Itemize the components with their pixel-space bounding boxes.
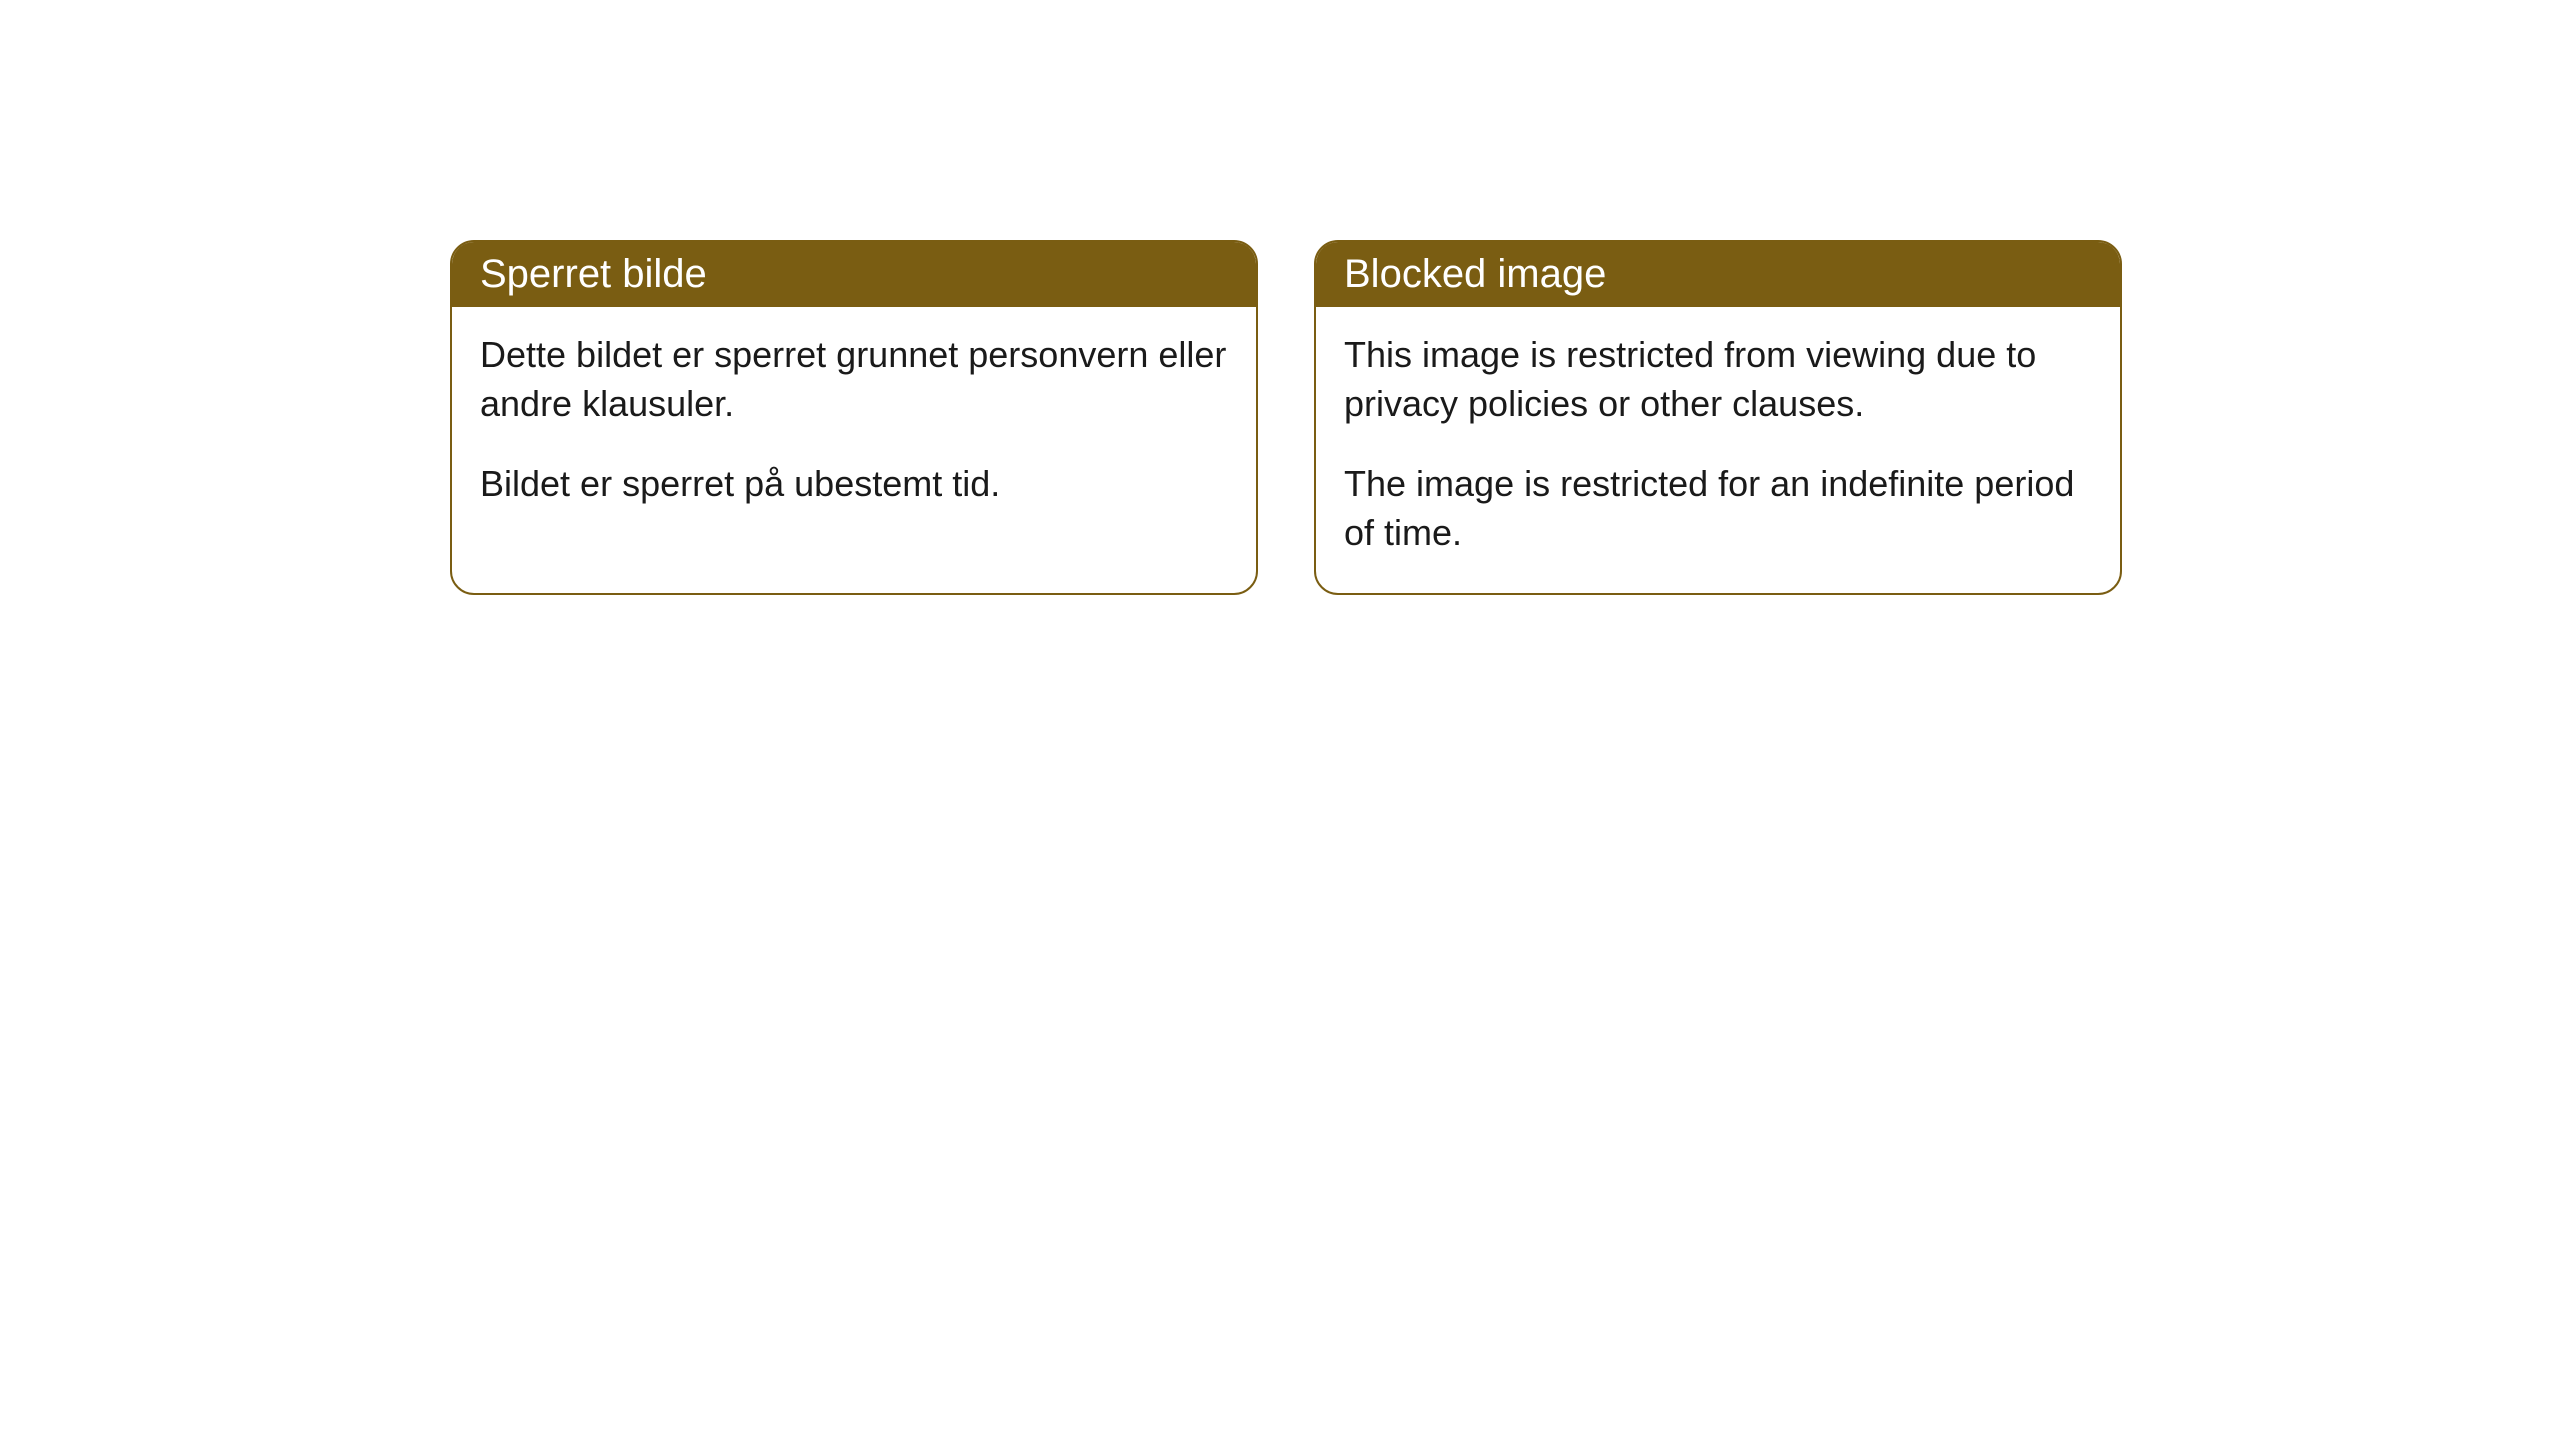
card-title: Blocked image xyxy=(1344,252,1606,296)
card-body: Dette bildet er sperret grunnet personve… xyxy=(452,307,1256,545)
card-paragraph: The image is restricted for an indefinit… xyxy=(1344,460,2092,557)
card-header: Sperret bilde xyxy=(452,242,1256,307)
card-paragraph: Dette bildet er sperret grunnet personve… xyxy=(480,331,1228,428)
notice-card-english: Blocked image This image is restricted f… xyxy=(1314,240,2122,595)
card-header: Blocked image xyxy=(1316,242,2120,307)
card-paragraph: This image is restricted from viewing du… xyxy=(1344,331,2092,428)
card-body: This image is restricted from viewing du… xyxy=(1316,307,2120,593)
card-paragraph: Bildet er sperret på ubestemt tid. xyxy=(480,460,1228,509)
card-title: Sperret bilde xyxy=(480,252,707,296)
notice-card-norwegian: Sperret bilde Dette bildet er sperret gr… xyxy=(450,240,1258,595)
notice-cards-container: Sperret bilde Dette bildet er sperret gr… xyxy=(450,240,2122,595)
